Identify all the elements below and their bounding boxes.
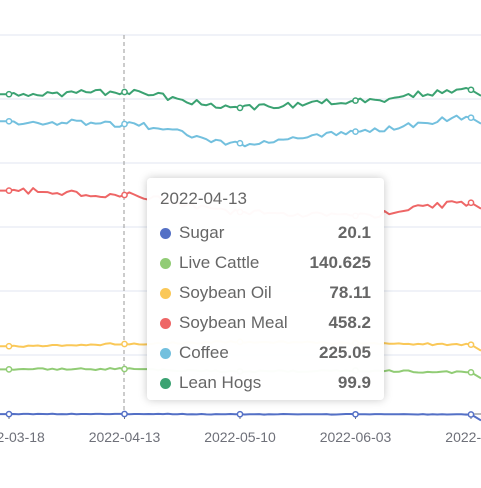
data-point [352, 128, 359, 135]
data-point [121, 191, 128, 199]
data-point [5, 410, 13, 418]
legend-dot-icon [160, 287, 171, 299]
data-point [236, 139, 244, 147]
data-point [467, 368, 475, 376]
legend-dot-icon [160, 377, 171, 389]
data-point [5, 342, 13, 350]
legend-dot-icon [160, 227, 171, 239]
data-point [5, 187, 13, 194]
data-point [467, 341, 475, 349]
tooltip-row-soybean-meal: Soybean Meal 458.2 [160, 308, 371, 338]
tooltip-series-value: 225.05 [319, 343, 371, 362]
x-tick-label: 2022-05-10 [204, 429, 276, 445]
data-point [5, 90, 13, 98]
tooltip-series-value: 20.1 [337, 223, 371, 242]
data-point [236, 104, 244, 112]
data-point [236, 410, 244, 418]
x-tick-label: 2022-04-13 [89, 429, 161, 445]
tooltip-title: 2022-04-13 [160, 189, 247, 208]
tooltip-row-live-cattle: Live Cattle 140.625 [160, 248, 371, 278]
tooltip-series-name: Soybean Meal [179, 313, 288, 332]
tooltip-row-soybean-oil: Soybean Oil 78.11 [160, 278, 371, 308]
data-point [121, 410, 128, 418]
data-point [121, 88, 128, 96]
data-point [5, 366, 13, 373]
legend-dot-icon [160, 347, 171, 359]
tooltip-series-name: Coffee [179, 343, 229, 362]
tooltip: 2022-04-13 Sugar 20.1 Live Cattle 140.62… [147, 178, 384, 400]
x-tick-label: 2022-03-18 [0, 429, 45, 445]
data-point [5, 117, 13, 125]
tooltip-row-sugar: Sugar 20.1 [160, 218, 371, 248]
tooltip-series-value: 99.9 [337, 373, 371, 392]
tooltip-series-name: Sugar [179, 223, 225, 242]
x-axis-labels: 2022-03-18 2022-04-13 2022-05-10 2022-06-03… [0, 429, 481, 445]
x-tick-label: 2022-06 [445, 429, 481, 445]
tooltip-row-lean-hogs: Lean Hogs 99.9 [160, 368, 371, 398]
tooltip-series-value: 78.11 [329, 283, 371, 302]
legend-dot-icon [160, 317, 171, 329]
tooltip-row-coffee: Coffee 225.05 [160, 338, 371, 368]
data-point [467, 114, 475, 122]
data-point [467, 411, 475, 418]
tooltip-series-name: Soybean Oil [179, 283, 272, 302]
tooltip-series-name: Lean Hogs [179, 373, 262, 392]
tooltip-series-name: Live Cattle [179, 253, 260, 272]
data-point [467, 199, 475, 207]
data-point [121, 365, 128, 373]
data-point [352, 410, 359, 418]
tooltip-series-value: 458.2 [328, 313, 371, 332]
tooltip-series-value: 140.625 [309, 253, 371, 272]
data-point [121, 120, 128, 128]
legend-dot-icon [160, 257, 171, 269]
x-tick-label: 2022-06-03 [320, 429, 392, 445]
data-point [352, 97, 359, 104]
data-point [121, 340, 128, 348]
data-point [467, 86, 475, 94]
